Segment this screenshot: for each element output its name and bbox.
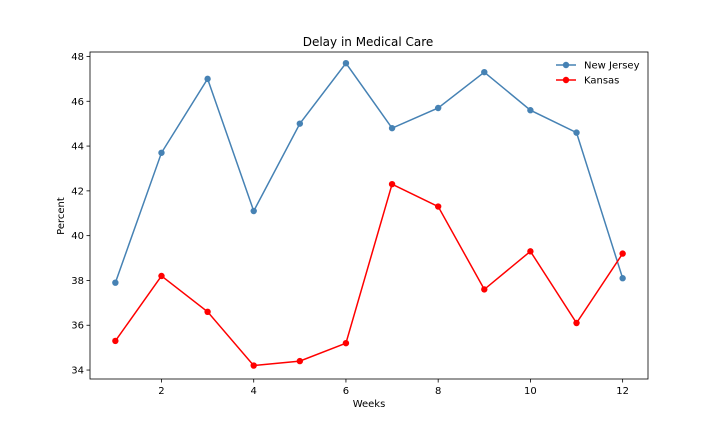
data-point-kansas <box>342 339 350 347</box>
series-line-kansas <box>114 183 624 367</box>
series-line-new-jersey <box>114 61 624 283</box>
legend: New Jersey Kansas <box>556 61 640 87</box>
y-tick-label: 40 <box>71 231 84 242</box>
data-point-kansas <box>250 362 257 369</box>
data-point-kansas <box>527 248 534 255</box>
x-tick-label: 12 <box>616 386 629 397</box>
data-point-kansas <box>296 357 304 365</box>
x-tick-label: 4 <box>251 386 257 397</box>
x-tick-label: 2 <box>158 386 164 397</box>
y-tick-label: 48 <box>71 52 84 63</box>
legend-marker-new-jersey <box>562 61 570 69</box>
y-tick-label: 44 <box>71 142 84 153</box>
data-point-new-jersey <box>481 68 488 76</box>
y-axis-label: Percent <box>56 197 67 235</box>
data-point-new-jersey <box>342 59 350 67</box>
data-point-new-jersey <box>388 124 396 132</box>
y-tick-label: 34 <box>71 366 84 377</box>
x-axis-label: Weeks <box>353 399 386 410</box>
data-point-new-jersey <box>527 107 534 114</box>
x-tick-label: 8 <box>435 386 441 397</box>
y-tick-label: 38 <box>71 276 84 287</box>
data-point-new-jersey <box>296 120 304 127</box>
data-point-kansas <box>158 272 165 280</box>
data-point-new-jersey <box>434 104 442 112</box>
data-point-new-jersey <box>619 275 626 282</box>
data-point-kansas <box>619 250 626 257</box>
y-tick-label: 42 <box>71 186 84 197</box>
data-point-new-jersey <box>250 207 257 215</box>
x-tick-label: 6 <box>343 386 349 397</box>
data-point-new-jersey <box>573 129 580 136</box>
data-point-kansas <box>112 337 119 345</box>
data-point-kansas <box>204 308 211 316</box>
y-tick-label: 36 <box>71 321 84 332</box>
legend-marker-kansas <box>562 76 570 84</box>
y-tick-label: 46 <box>71 97 84 108</box>
x-tick-label: 10 <box>524 386 537 397</box>
legend-label-new-jersey: New Jersey <box>584 61 640 72</box>
axes-frame <box>89 51 649 380</box>
data-point-kansas <box>434 203 442 210</box>
data-point-new-jersey <box>112 279 119 286</box>
data-point-kansas <box>481 286 488 293</box>
data-point-new-jersey <box>158 149 165 156</box>
chart-title: Delay in Medical Care <box>303 35 434 49</box>
data-point-kansas <box>573 319 580 327</box>
legend-label-kansas: Kansas <box>584 76 619 87</box>
data-point-new-jersey <box>204 75 211 83</box>
data-point-kansas <box>388 180 396 188</box>
